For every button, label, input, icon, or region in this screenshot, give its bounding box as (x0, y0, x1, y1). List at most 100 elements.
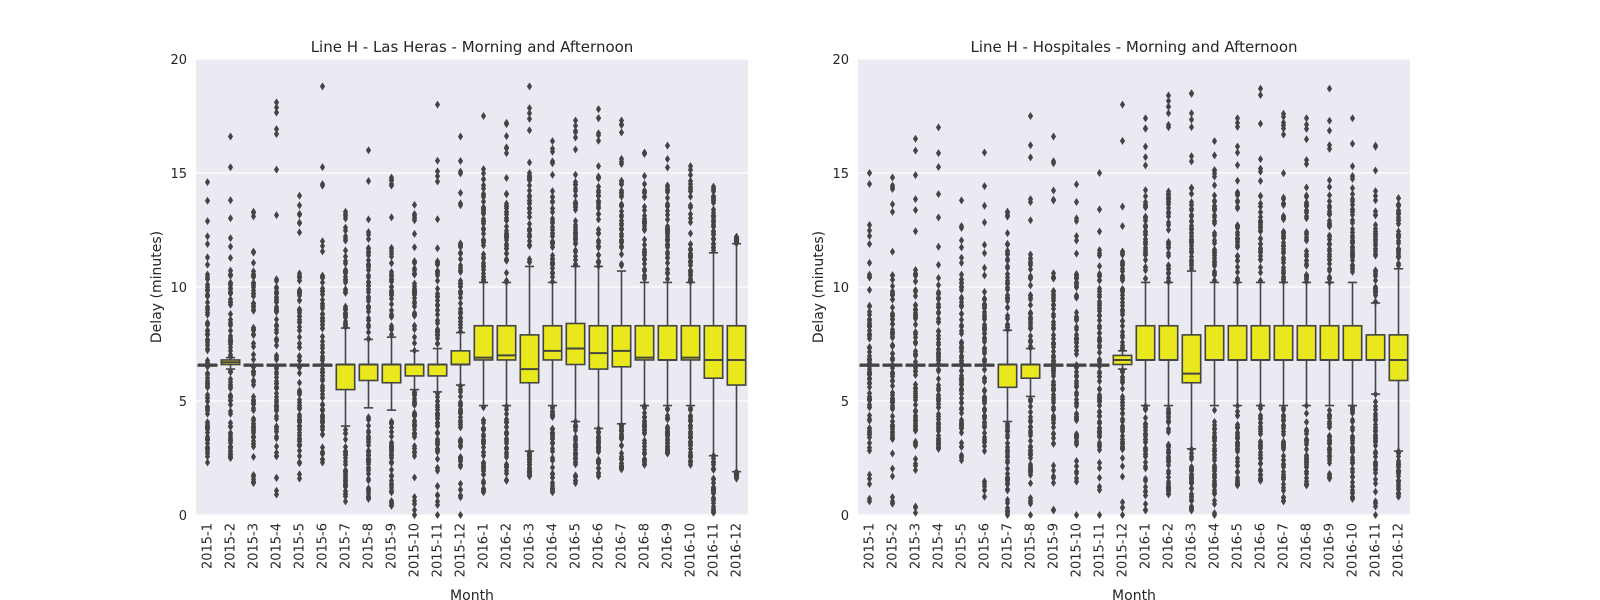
box (565, 322, 586, 366)
outlier-point (889, 311, 896, 320)
outlier-point (710, 227, 717, 236)
outlier-point (480, 439, 487, 448)
x-tick-label: 2016-12 (1392, 523, 1407, 577)
outlier-point (664, 448, 671, 457)
outlier-point (319, 337, 326, 346)
outlier-point (388, 306, 395, 315)
outlier-point (227, 132, 234, 141)
outlier-point (641, 235, 648, 244)
outlier-point (889, 282, 896, 291)
outlier-point (434, 482, 441, 491)
outlier-point (296, 474, 303, 483)
outlier-point (273, 373, 280, 382)
outlier-point (296, 276, 303, 285)
outlier-point (549, 469, 556, 478)
outlier-point (687, 457, 694, 466)
outlier-point (526, 109, 533, 118)
outlier-point (250, 470, 257, 479)
outlier-point (687, 266, 694, 275)
outlier-point (273, 355, 280, 364)
outlier-point (526, 192, 533, 201)
outlier-point (866, 400, 873, 409)
outlier-point (434, 267, 441, 276)
outlier-point (549, 429, 556, 438)
outlier-point (457, 188, 464, 197)
outlier-point (319, 82, 326, 91)
outlier-point (549, 264, 556, 273)
outlier-point (296, 351, 303, 360)
outlier-point (664, 258, 671, 267)
outlier-point (296, 296, 303, 305)
outlier-point (866, 285, 873, 294)
outlier-point (296, 403, 303, 412)
outlier-point (641, 171, 648, 180)
outlier-point (664, 253, 671, 262)
outlier-point (342, 267, 349, 276)
outlier-point (434, 292, 441, 301)
outlier-point (434, 300, 441, 309)
outlier-point (411, 297, 418, 306)
outlier-point (526, 255, 533, 264)
outlier-point (526, 219, 533, 228)
outlier-point (889, 275, 896, 284)
outlier-point (572, 476, 579, 485)
outlier-point (204, 285, 211, 294)
outlier-point (411, 505, 418, 514)
outlier-point (319, 278, 326, 287)
outlier-point (319, 348, 326, 357)
outlier-point (572, 216, 579, 225)
outlier-point (457, 460, 464, 469)
outlier-point (710, 478, 717, 487)
outlier-point (572, 180, 579, 189)
outlier-point (572, 238, 579, 247)
outlier-point (618, 250, 625, 259)
outlier-point (273, 325, 280, 334)
outlier-point (204, 330, 211, 339)
outlier-point (296, 398, 303, 407)
box (657, 324, 678, 361)
outlier-point (457, 261, 464, 270)
outlier-point (204, 253, 211, 262)
outlier-point (365, 285, 372, 294)
outlier-point (204, 280, 211, 289)
outlier-point (526, 237, 533, 246)
outlier-point (319, 430, 326, 439)
outlier-point (434, 271, 441, 280)
outlier-point (296, 378, 303, 387)
outlier-point (434, 429, 441, 438)
outlier-point (889, 428, 896, 437)
outlier-point (889, 349, 896, 358)
outlier-point (227, 214, 234, 223)
box (1388, 334, 1409, 382)
outlier-point (411, 429, 418, 438)
box (1365, 334, 1386, 361)
outlier-point (411, 213, 418, 222)
outlier-point (342, 447, 349, 456)
outlier-point (319, 406, 326, 415)
outlier-point (866, 258, 873, 267)
outlier-point (296, 333, 303, 342)
outlier-point (388, 497, 395, 506)
outlier-point (250, 475, 257, 484)
outlier-point (866, 383, 873, 392)
outlier-point (549, 192, 556, 201)
outlier-point (319, 324, 326, 333)
y-tick-label: 15 (170, 167, 187, 182)
outlier-point (664, 210, 671, 219)
outlier-point (664, 163, 671, 172)
outlier-point (411, 420, 418, 429)
outlier-point (342, 487, 349, 496)
outlier-point (434, 100, 441, 109)
outlier-point (641, 254, 648, 263)
outlier-point (866, 239, 873, 248)
outliers (664, 141, 671, 458)
outlier-point (866, 343, 873, 352)
outliers (388, 173, 395, 510)
outlier-point (889, 290, 896, 299)
outlier-point (457, 249, 464, 258)
outlier-point (319, 455, 326, 464)
outlier-point (595, 469, 602, 478)
outlier-point (641, 221, 648, 230)
box (1204, 324, 1225, 361)
box (588, 324, 609, 370)
